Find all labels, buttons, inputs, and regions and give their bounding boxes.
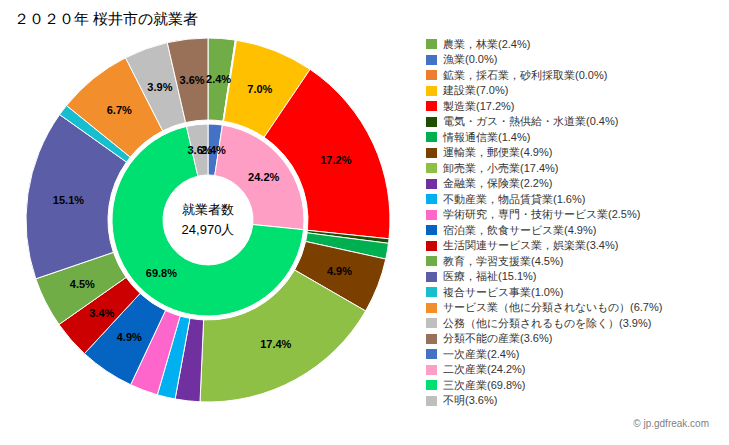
html-text:生活関連サービス業，娯楽業(3.4%): 生活関連サービス業，娯楽業(3.4%) <box>443 239 619 251</box>
html-text:学術研究，専門・技術サービス業(2.5%): 学術研究，専門・技術サービス業(2.5%) <box>443 208 641 220</box>
html-text:一次産業(2.4%): 一次産業(2.4%) <box>443 347 520 360</box>
svg-text:15.1%: 15.1% <box>53 194 84 206</box>
svg-text:17.4%: 17.4% <box>260 338 291 350</box>
html-text:三次産業(69.8%): 三次産業(69.8%) <box>443 378 526 391</box>
html-text:公務（他に分類されるものを除く）(3.9%): 公務（他に分類されるものを除く）(3.9%) <box>443 316 652 329</box>
html-text:鉱業，採石業，砂利採取業(0.0%): 鉱業，採石業，砂利採取業(0.0%) <box>443 68 608 81</box>
svg-text:7.0%: 7.0% <box>247 83 272 95</box>
html-text:情報通信業(1.4%): 情報通信業(1.4%) <box>443 130 531 143</box>
svg-text:69.8%: 69.8% <box>146 267 177 279</box>
html-text:© jp.gdfreak.com: © jp.gdfreak.com <box>633 418 709 429</box>
svg-text:4.5%: 4.5% <box>70 278 95 290</box>
html-text:宿泊業，飲食サービス業(4.9%): 宿泊業，飲食サービス業(4.9%) <box>443 223 597 236</box>
svg-text:2.4%: 2.4% <box>206 73 231 85</box>
html-text:電気・ガス・熱供給・水道業(0.4%): 電気・ガス・熱供給・水道業(0.4%) <box>443 115 619 127</box>
html-text:二次産業(24.2%): 二次産業(24.2%) <box>443 363 526 375</box>
svg-text:24.2%: 24.2% <box>248 171 279 183</box>
html-text:複合サービス事業(1.0%): 複合サービス事業(1.0%) <box>443 285 564 298</box>
html-text:金融業，保険業(2.2%): 金融業，保険業(2.2%) <box>443 177 553 189</box>
html-text:卸売業，小売業(17.4%): 卸売業，小売業(17.4%) <box>443 161 559 174</box>
html-text:教育，学習支援業(4.5%): 教育，学習支援業(4.5%) <box>443 254 564 267</box>
html-text:サービス業（他に分類されないもの）(6.7%): サービス業（他に分類されないもの）(6.7%) <box>443 301 663 313</box>
svg-text:3.9%: 3.9% <box>147 81 172 93</box>
svg-text:3.4%: 3.4% <box>89 307 114 319</box>
svg-text:6.7%: 6.7% <box>107 104 132 116</box>
html-text:24,970人: 24,970人 <box>181 222 235 237</box>
html-text:分類不能の産業(3.6%): 分類不能の産業(3.6%) <box>443 332 553 344</box>
svg-text:4.9%: 4.9% <box>327 265 352 277</box>
svg-text:3.6%: 3.6% <box>188 144 213 156</box>
html-text:不明(3.6%): 不明(3.6%) <box>443 394 498 406</box>
html-text:２０２０年 桜井市の就業者: ２０２０年 桜井市の就業者 <box>14 10 199 27</box>
html-text:医療，福祉(15.1%): 医療，福祉(15.1%) <box>443 270 537 282</box>
html-text:建設業(7.0%): 建設業(7.0%) <box>443 84 509 96</box>
svg-text:17.2%: 17.2% <box>320 154 351 166</box>
svg-text:2.4%: 2.4% <box>200 143 226 156</box>
html-text:就業者数: 就業者数 <box>182 202 234 217</box>
svg-text:4.9%: 4.9% <box>117 331 142 343</box>
html-text:農業，林業(2.4%): 農業，林業(2.4%) <box>443 37 531 50</box>
html-text:不動産業，物品賃貸業(1.6%): 不動産業，物品賃貸業(1.6%) <box>443 192 586 205</box>
html-text:運輸業，郵便業(4.9%): 運輸業，郵便業(4.9%) <box>443 146 553 158</box>
svg-text:3.6%: 3.6% <box>180 74 205 86</box>
html-text:製造業(17.2%): 製造業(17.2%) <box>443 99 515 112</box>
html-text:漁業(0.0%): 漁業(0.0%) <box>443 53 498 65</box>
